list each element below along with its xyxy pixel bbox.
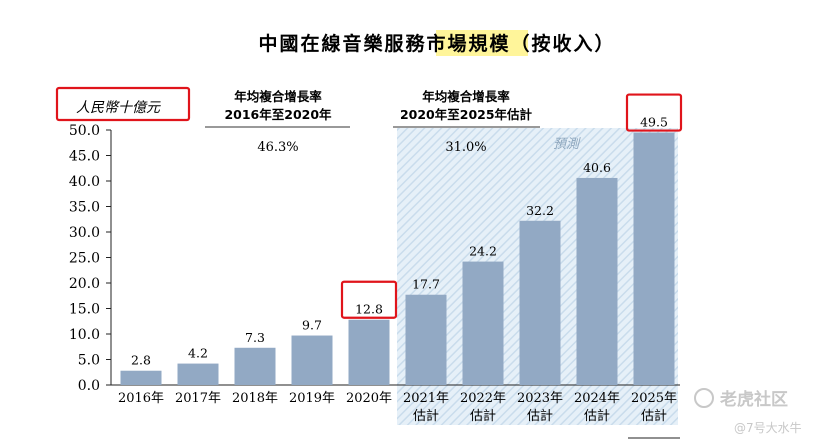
x-category-label: 2019年 (289, 391, 335, 406)
cagr-1-value: 46.3% (257, 140, 298, 155)
x-category-label: 2025年 (631, 391, 677, 406)
bar-value-label: 17.7 (412, 277, 440, 292)
bar (633, 132, 675, 385)
x-category-label: 2024年 (574, 391, 620, 406)
value-annotation-box (340, 280, 398, 319)
bar (576, 177, 618, 385)
x-category-label: 2017年 (175, 391, 221, 406)
x-category-label: 2020年 (346, 391, 392, 406)
x-category-sublabel: 估計 (413, 408, 439, 424)
bar (177, 363, 219, 385)
x-category-label: 2022年 (460, 391, 506, 406)
y-tick-label: 50.0 (69, 123, 100, 139)
title-highlight (436, 30, 528, 56)
bar (462, 261, 504, 385)
y-tick-label: 40.0 (69, 174, 100, 190)
bar (120, 370, 162, 385)
value-annotation-box (625, 93, 683, 132)
y-tick-label: 5.0 (78, 353, 100, 369)
y-tick-label: 30.0 (69, 225, 100, 241)
y-tick-label: 0.0 (78, 378, 100, 394)
y-tick-label: 45.0 (69, 149, 100, 165)
bar-value-label: 12.8 (355, 302, 383, 317)
bar-value-label: 24.2 (469, 244, 497, 259)
x-category-label: 2018年 (232, 391, 278, 406)
x-category-sublabel: 估計 (527, 408, 553, 424)
y-tick-label: 25.0 (69, 251, 100, 267)
cagr-2-heading: 年均複合增長率 (422, 89, 510, 104)
forecast-label: 預測 (553, 137, 581, 152)
y-tick-label: 10.0 (69, 327, 100, 343)
chart-title: 中國在線音樂服務市場規模（按收入） (258, 32, 615, 55)
bar-value-label: 49.5 (640, 115, 668, 130)
watermark: 老虎社区 @7号大水牛 (694, 388, 802, 435)
bar (519, 220, 561, 385)
cagr-1-heading: 年均複合增長率 (234, 89, 322, 104)
watermark-user: @7号大水牛 (734, 420, 802, 435)
x-category-sublabel: 估計 (470, 408, 496, 424)
bar-value-label: 40.6 (583, 160, 611, 175)
bar-value-label: 7.3 (245, 330, 265, 345)
x-category-label: 2016年 (118, 391, 164, 406)
y-axis-unit-label: 人民幣十億元 (76, 100, 161, 116)
cagr-2-value: 31.0% (445, 140, 486, 155)
x-category-sublabel: 估計 (584, 408, 610, 424)
bar (348, 319, 390, 385)
y-tick-label: 35.0 (69, 200, 100, 216)
y-tick-label: 15.0 (69, 302, 100, 318)
x-category-sublabel: 估計 (641, 408, 667, 424)
watermark-logo-icon (694, 388, 714, 408)
x-category-label: 2021年 (403, 391, 449, 406)
watermark-brand: 老虎社区 (719, 389, 788, 410)
cagr-1-period: 2016年至2020年 (224, 107, 332, 122)
cagr-2-period: 2020年至2025年估計 (400, 107, 533, 122)
bar (234, 347, 276, 385)
bar-value-label: 9.7 (302, 318, 322, 333)
bar-value-label: 4.2 (188, 346, 208, 361)
bar (405, 294, 447, 385)
unit-annotation-box (55, 86, 191, 122)
bar-value-label: 32.2 (526, 203, 554, 218)
x-category-label: 2023年 (517, 391, 563, 406)
bar (291, 335, 333, 385)
y-tick-label: 20.0 (69, 276, 100, 292)
bar-value-label: 2.8 (131, 353, 151, 368)
